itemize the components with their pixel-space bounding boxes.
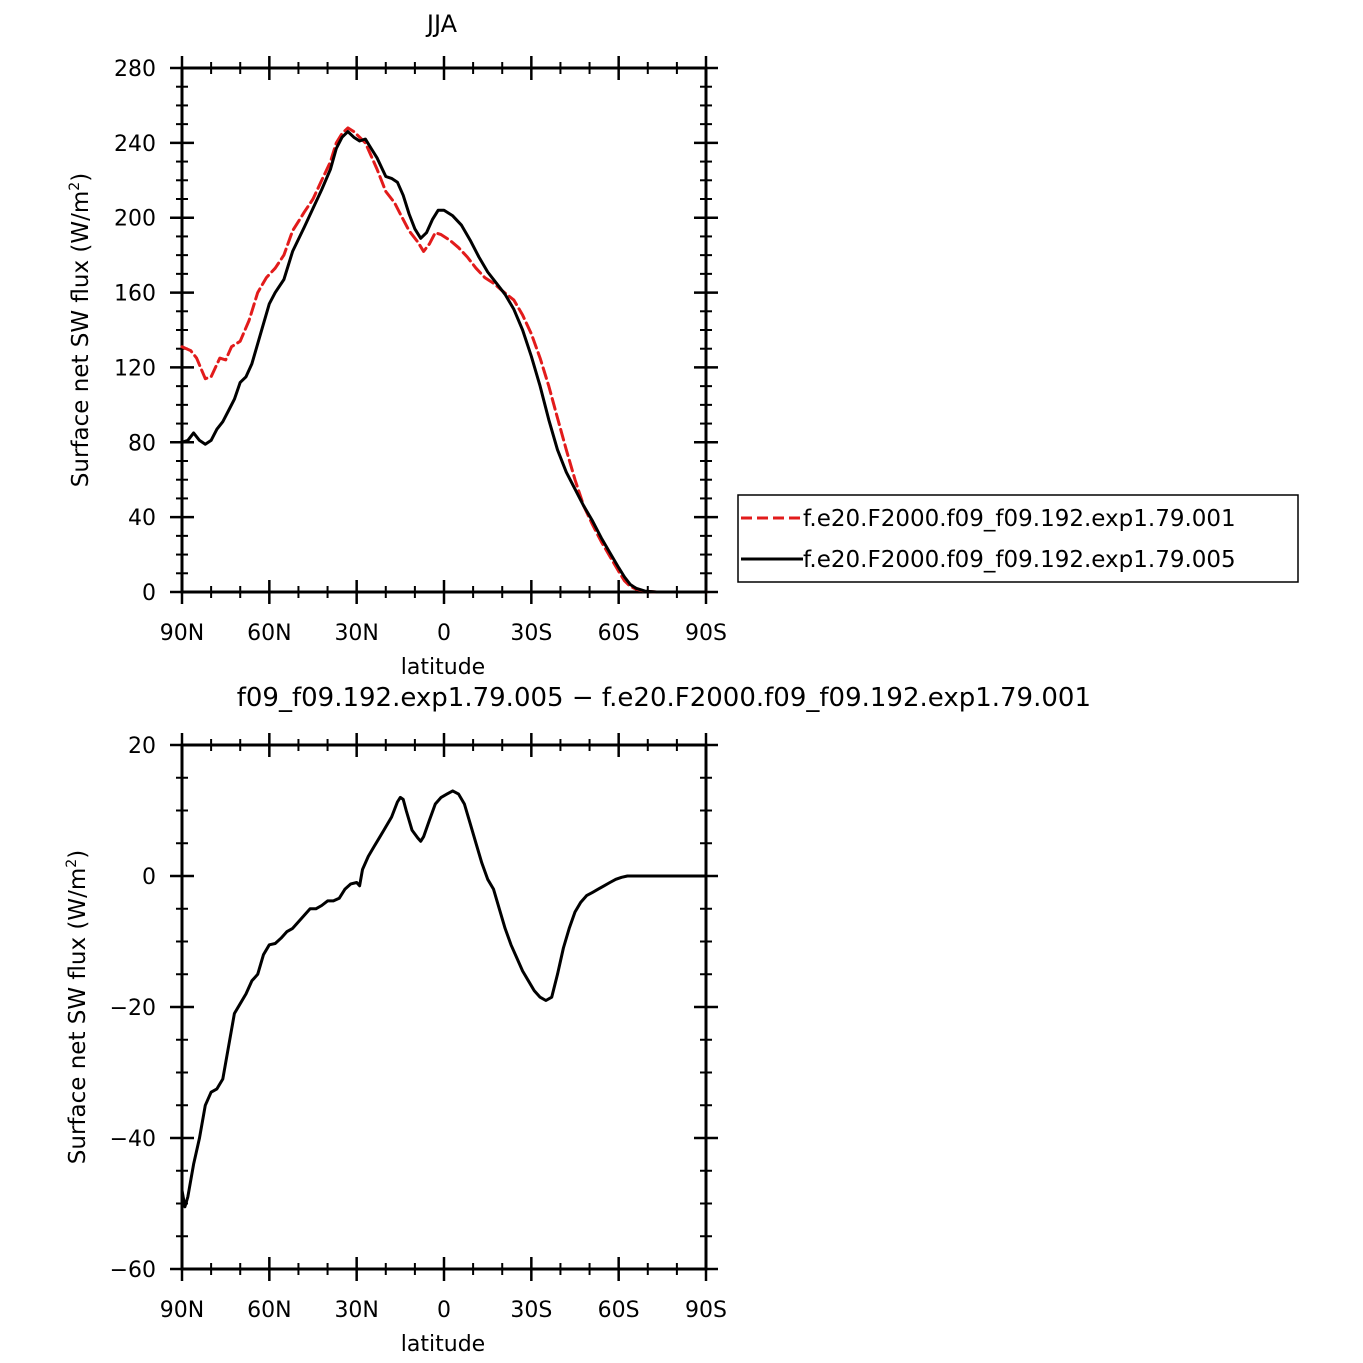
top-ytick-label: 0	[142, 581, 156, 606]
top-xtick-label: 30N	[334, 621, 378, 646]
top-ytick-label: 40	[128, 506, 156, 531]
top-ytick-label: 280	[114, 57, 156, 82]
top-xtick-label: 90S	[685, 621, 727, 646]
bottom-ytick-label: 0	[142, 865, 156, 890]
top-xlabel: latitude	[401, 655, 485, 680]
top-ylabel-tail: )	[68, 173, 94, 182]
bottom-xtick-label: 60S	[598, 1298, 640, 1323]
bottom-xtick-labels: 90N 60N 30N 0 30S 60S 90S	[160, 1298, 727, 1323]
top-ylabel-sup: 2	[67, 182, 83, 191]
bottom-series-1-line	[180, 789, 708, 1209]
bottom-xtick-label: 90S	[685, 1298, 727, 1323]
bottom-xtick-label: 30S	[510, 1298, 552, 1323]
top-ytick-labels: 0 40 80 120 160 200 240 280	[114, 57, 156, 606]
bottom-grid-ticks	[170, 733, 718, 1281]
bottom-xtick-label: 0	[437, 1298, 451, 1323]
bottom-ytick-labels: −60 −40 −20 0 20	[110, 734, 156, 1283]
top-ytick-label: 240	[114, 132, 156, 157]
legend-label-series-1: f.e20.F2000.f09_f09.192.exp1.79.001	[803, 506, 1236, 532]
top-xtick-label: 30S	[510, 621, 552, 646]
top-ytick-label: 160	[114, 282, 156, 307]
top-series-1-line	[180, 126, 708, 594]
bottom-xtick-label: 60N	[247, 1298, 291, 1323]
top-ytick-label: 80	[128, 431, 156, 456]
top-xtick-label: 90N	[160, 621, 204, 646]
bottom-series-layer	[180, 789, 708, 1209]
bottom-panel: f09_f09.192.exp1.79.005 − f.e20.F2000.f0…	[64, 683, 1091, 1357]
bottom-ylabel-sup: 2	[64, 859, 80, 868]
top-title: JJA	[425, 10, 458, 38]
legend-label-series-2: f.e20.F2000.f09_f09.192.exp1.79.005	[803, 547, 1236, 573]
top-panel: JJA 0 40 80 120 160 200 240 280 90N 60N 30N 0 30S 60…	[67, 10, 1299, 680]
top-plot-frame	[180, 66, 708, 594]
bottom-ylabel-main: Surface net SW flux (W/m	[65, 868, 91, 1165]
top-series-2-line	[180, 130, 708, 594]
top-xtick-label: 60N	[247, 621, 291, 646]
top-series-layer	[180, 126, 708, 594]
top-xtick-label: 60S	[598, 621, 640, 646]
top-ytick-label: 200	[114, 207, 156, 232]
bottom-ylabel-tail: )	[65, 850, 91, 859]
bottom-title: f09_f09.192.exp1.79.005 − f.e20.F2000.f0…	[237, 683, 1091, 713]
legend-box	[737, 494, 1299, 583]
top-ylabel: Surface net SW flux (W/m2)	[67, 173, 94, 487]
bottom-ytick-label: −20	[110, 996, 156, 1021]
bottom-ytick-label: −60	[110, 1258, 156, 1283]
bottom-xtick-label: 90N	[160, 1298, 204, 1323]
bottom-ytick-label: −40	[110, 1127, 156, 1152]
legend: f.e20.F2000.f09_f09.192.exp1.79.001 f.e2…	[737, 494, 1299, 583]
top-xtick-labels: 90N 60N 30N 0 30S 60S 90S	[160, 621, 727, 646]
bottom-xtick-label: 30N	[334, 1298, 378, 1323]
top-ytick-label: 120	[114, 356, 156, 381]
top-grid-ticks	[170, 56, 718, 604]
bottom-ylabel: Surface net SW flux (W/m2)	[64, 850, 91, 1164]
bottom-xlabel: latitude	[401, 1332, 485, 1357]
bottom-plot-frame	[180, 743, 708, 1271]
bottom-ytick-label: 20	[128, 734, 156, 759]
top-ylabel-main: Surface net SW flux (W/m	[68, 191, 94, 488]
top-xtick-label: 0	[437, 621, 451, 646]
